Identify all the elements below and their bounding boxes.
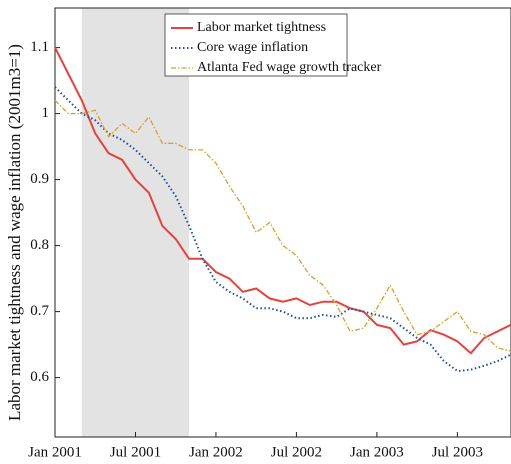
y-tick-label: 0.9 (30, 171, 49, 187)
shaded-region (81, 8, 190, 437)
y-tick-label: 0.8 (30, 237, 49, 253)
x-tick-label: Jul 2003 (432, 444, 483, 460)
y-axis-label: Labor market tightness and wage inflatio… (5, 44, 24, 421)
y-tick-label: 1.1 (30, 39, 49, 55)
x-tick-label: Jul 2002 (271, 444, 322, 460)
series-line (54, 47, 511, 355)
x-tick-label: Jan 2002 (189, 444, 243, 460)
series-line (54, 99, 511, 352)
y-tick-label: 0.6 (30, 369, 49, 385)
x-tick-label: Jan 2001 (28, 444, 82, 460)
y-tick-label: 1 (42, 105, 50, 121)
legend-label: Core wage inflation (197, 40, 308, 55)
legend-label: Labor market tightness (197, 20, 326, 35)
y-tick-label: 0.7 (30, 303, 49, 319)
x-tick-label: Jan 2003 (350, 444, 404, 460)
x-tick-label: Jul 2001 (110, 444, 161, 460)
legend-box (164, 13, 348, 77)
legend-label: Atlanta Fed wage growth tracker (197, 60, 382, 75)
series-line (54, 86, 511, 373)
plot-frame (54, 7, 511, 438)
